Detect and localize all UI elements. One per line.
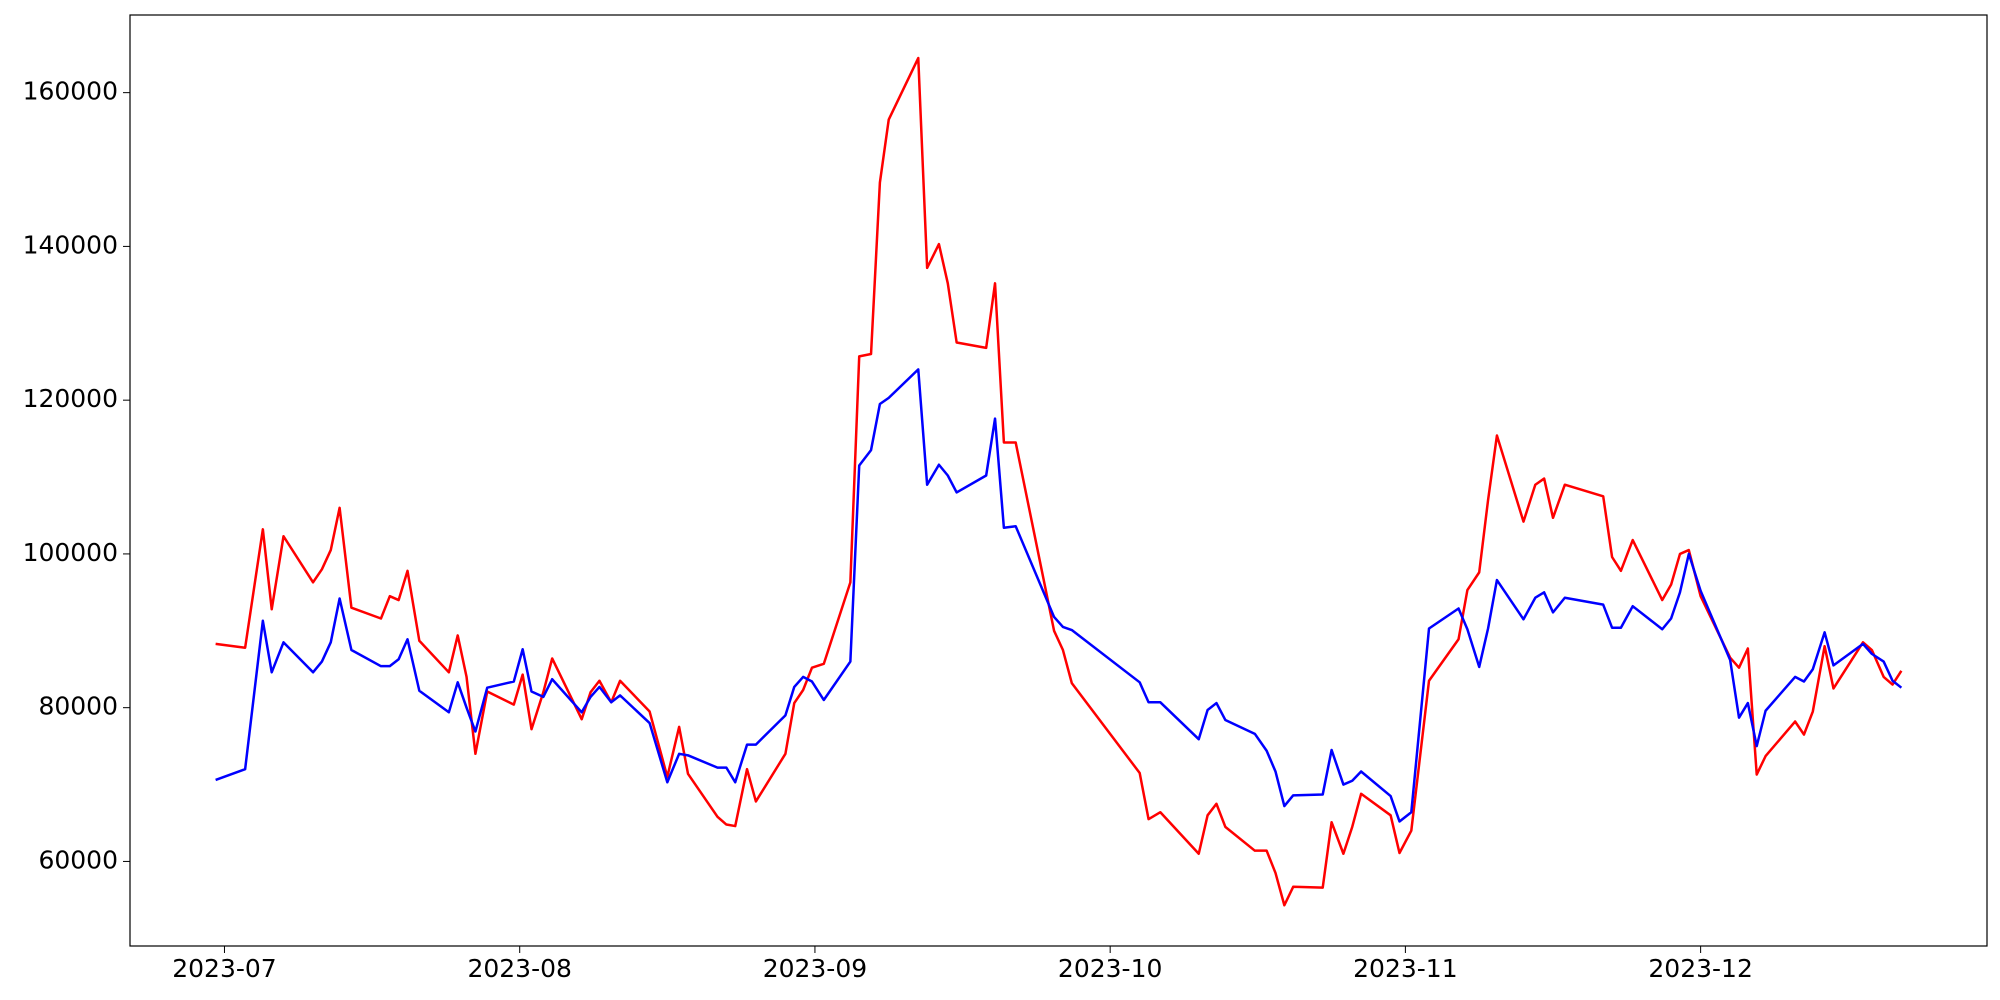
y-tick-label: 120000 bbox=[23, 384, 118, 413]
y-tick-label: 100000 bbox=[23, 538, 118, 567]
plot-frame bbox=[129, 14, 1988, 947]
y-tick-label: 160000 bbox=[23, 77, 118, 106]
x-tick-label: 2023-08 bbox=[467, 954, 571, 983]
y-tick-label: 80000 bbox=[38, 692, 118, 721]
x-tick-label: 2023-12 bbox=[1648, 954, 1752, 983]
x-tick-label: 2023-10 bbox=[1058, 954, 1162, 983]
y-tick-label: 140000 bbox=[23, 230, 118, 259]
series-line bbox=[215, 56, 1903, 907]
x-tick-label: 2023-11 bbox=[1353, 954, 1457, 983]
x-tick-label: 2023-09 bbox=[763, 954, 867, 983]
x-tick-label: 2023-07 bbox=[172, 954, 276, 983]
series-line bbox=[215, 368, 1903, 823]
y-tick-label: 60000 bbox=[38, 845, 118, 874]
